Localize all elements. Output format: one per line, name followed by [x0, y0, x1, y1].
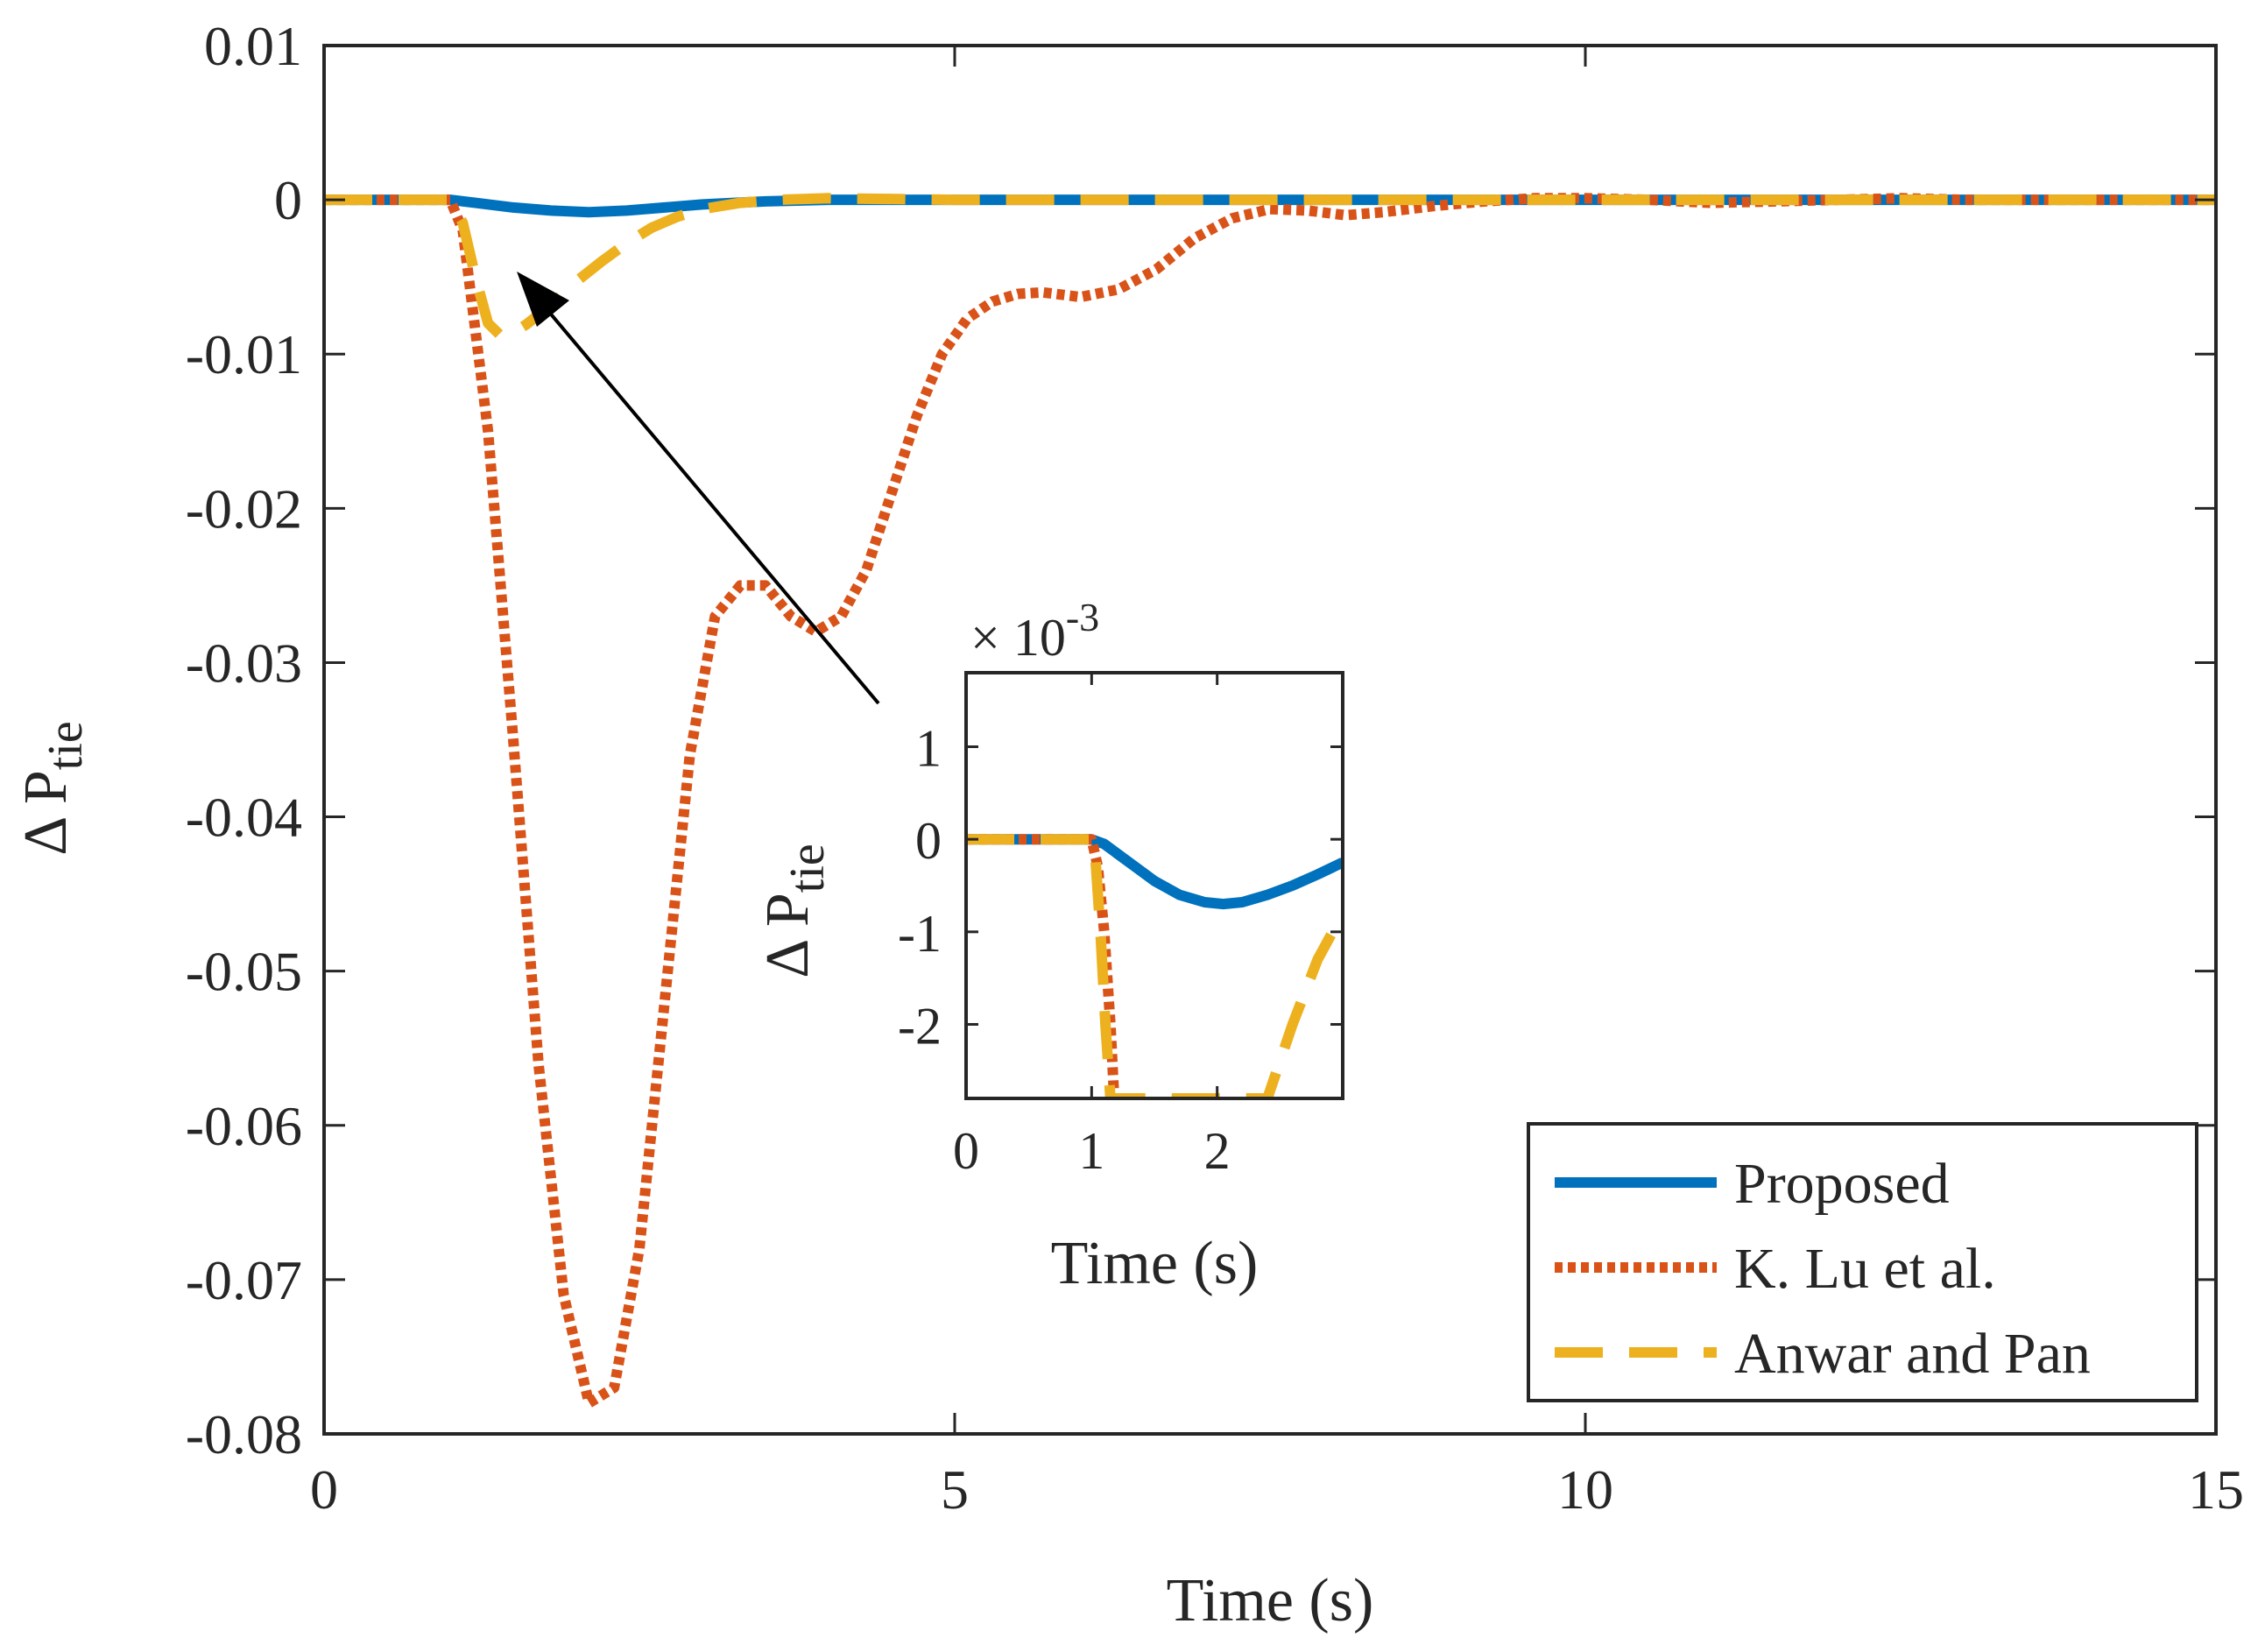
main-y-tick-label: -0.01 — [186, 323, 302, 385]
inset-x-tick-label: 2 — [1204, 1122, 1231, 1180]
inset-y-axis-label-sub: tie — [780, 844, 835, 893]
main-series-anwar-and-pan — [324, 193, 2216, 342]
main-y-tick-label: -0.02 — [186, 477, 302, 540]
main-plot-frame — [322, 44, 2218, 1436]
zoom-arrow-line — [541, 303, 880, 705]
main-x-tick-label: 0 — [310, 1458, 338, 1521]
main-series-group — [324, 193, 2216, 1408]
y-axis-label: Δ Ptie — [12, 721, 93, 856]
inset-y-tick-label: 0 — [915, 812, 942, 870]
main-x-tick-label: 5 — [941, 1458, 969, 1521]
main-plot: 0 5 10 15 0.010-0.01-0.02-0.03-0.04-0.05-0.… — [186, 15, 2244, 1521]
legend: Proposed K. Lu et al. Anwar and Pan — [1527, 1122, 2198, 1402]
inset-x-ticks: 0 1 2 — [953, 673, 1231, 1180]
inset-x-tick-label: 0 — [953, 1122, 979, 1180]
main-x-tick-label: 15 — [2188, 1458, 2244, 1521]
inset-y-tick-label: -2 — [898, 997, 942, 1055]
x-axis-label: Time (s) — [1167, 1567, 1374, 1634]
inset-x-tick-label: 1 — [1078, 1122, 1104, 1180]
legend-label-proposed: Proposed — [1734, 1152, 1950, 1216]
main-y-tick-label: 0.01 — [204, 15, 302, 77]
main-x-tick-label: 10 — [1557, 1458, 1613, 1521]
legend-label-k-lu: K. Lu et al. — [1734, 1237, 1996, 1301]
main-y-tick-label: -0.06 — [186, 1095, 302, 1157]
inset-series-group — [966, 834, 1343, 1098]
main-series-k-lu-et-al — [324, 193, 2216, 1408]
main-y-ticks: 0.01 0 -0.01 -0.02 -0.03 -0.04 -0.05 -0.06 -0.07… — [186, 15, 2216, 1465]
inset-y-axis-label: Δ Ptie — [754, 844, 835, 978]
main-y-tick-label: 0 — [274, 169, 302, 231]
inset-plot: 0 1 2 1 0 -1 -2 — [898, 671, 1344, 1180]
inset-exponent-label: × 10-3 — [970, 595, 1099, 667]
zoom-arrow — [517, 272, 880, 705]
inset-y-ticks: 1 0 -1 -2 — [898, 720, 1343, 1055]
inset-exponent-power: -3 — [1066, 595, 1099, 639]
main-y-tick-label: -0.07 — [186, 1249, 302, 1311]
main-y-tick-label: -0.08 — [186, 1403, 302, 1465]
main-y-tick-label: -0.04 — [186, 787, 302, 849]
legend-label-anwar-pan: Anwar and Pan — [1734, 1322, 2091, 1386]
inset-y-axis-label-main: Δ P — [754, 893, 822, 978]
main-x-ticks: 0 5 10 15 — [310, 46, 2244, 1521]
inset-y-tick-label: 1 — [915, 720, 942, 778]
inset-y-tick-label: -1 — [898, 905, 942, 963]
y-axis-label-sub: tie — [39, 721, 93, 770]
inset-x-axis-label: Time (s) — [1051, 1230, 1259, 1297]
main-y-tick-label: -0.05 — [186, 941, 302, 1003]
inset-plot-frame — [964, 671, 1344, 1100]
inset-exponent-base: × 10 — [970, 609, 1066, 667]
y-axis-label-main: Δ P — [12, 770, 80, 856]
inset-series-proposed — [966, 834, 1343, 910]
zoom-arrow-head — [517, 272, 569, 327]
main-y-tick-label: -0.03 — [186, 632, 302, 694]
